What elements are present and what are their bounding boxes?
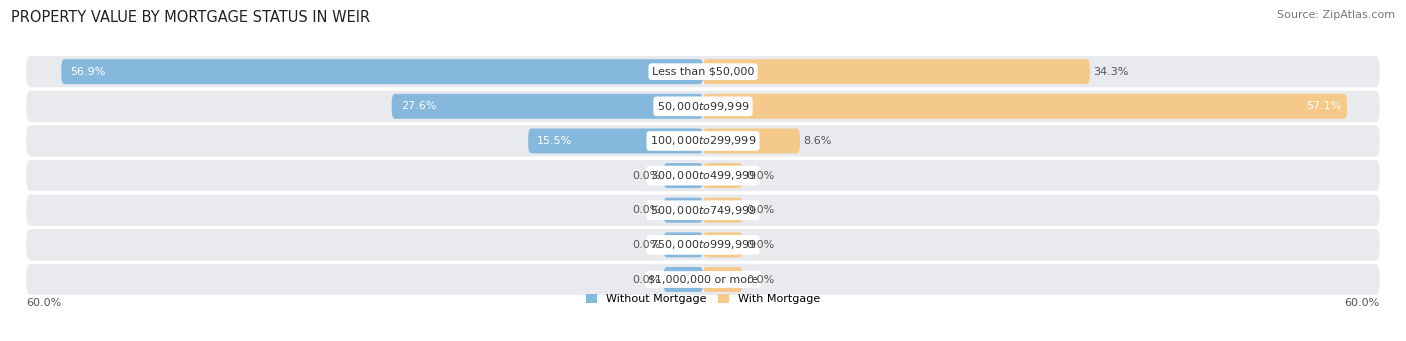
FancyBboxPatch shape	[27, 160, 1379, 191]
FancyBboxPatch shape	[27, 91, 1379, 122]
Text: $50,000 to $99,999: $50,000 to $99,999	[657, 100, 749, 113]
Text: 0.0%: 0.0%	[631, 240, 661, 250]
FancyBboxPatch shape	[664, 267, 703, 292]
FancyBboxPatch shape	[27, 264, 1379, 295]
FancyBboxPatch shape	[529, 129, 703, 153]
FancyBboxPatch shape	[392, 94, 703, 119]
Text: 60.0%: 60.0%	[27, 298, 62, 308]
Text: 27.6%: 27.6%	[401, 101, 436, 111]
FancyBboxPatch shape	[703, 59, 1090, 84]
Legend: Without Mortgage, With Mortgage: Without Mortgage, With Mortgage	[582, 290, 824, 309]
FancyBboxPatch shape	[703, 94, 1347, 119]
FancyBboxPatch shape	[664, 198, 703, 223]
Text: $750,000 to $999,999: $750,000 to $999,999	[650, 238, 756, 251]
FancyBboxPatch shape	[664, 233, 703, 257]
FancyBboxPatch shape	[62, 59, 703, 84]
Text: 0.0%: 0.0%	[631, 275, 661, 284]
Text: $300,000 to $499,999: $300,000 to $499,999	[650, 169, 756, 182]
FancyBboxPatch shape	[27, 56, 1379, 87]
FancyBboxPatch shape	[703, 129, 800, 153]
FancyBboxPatch shape	[27, 125, 1379, 157]
Text: 60.0%: 60.0%	[1344, 298, 1379, 308]
Text: $100,000 to $299,999: $100,000 to $299,999	[650, 134, 756, 147]
Text: 0.0%: 0.0%	[631, 205, 661, 215]
FancyBboxPatch shape	[703, 163, 742, 188]
FancyBboxPatch shape	[27, 229, 1379, 261]
FancyBboxPatch shape	[703, 198, 742, 223]
Text: 34.3%: 34.3%	[1094, 67, 1129, 77]
Text: 0.0%: 0.0%	[745, 275, 775, 284]
Text: 15.5%: 15.5%	[537, 136, 572, 146]
Text: 0.0%: 0.0%	[745, 240, 775, 250]
Text: 8.6%: 8.6%	[803, 136, 832, 146]
Text: $1,000,000 or more: $1,000,000 or more	[648, 275, 758, 284]
Text: 57.1%: 57.1%	[1306, 101, 1341, 111]
Text: 0.0%: 0.0%	[631, 170, 661, 181]
Text: Less than $50,000: Less than $50,000	[652, 67, 754, 77]
FancyBboxPatch shape	[664, 163, 703, 188]
FancyBboxPatch shape	[703, 267, 742, 292]
Text: 0.0%: 0.0%	[745, 205, 775, 215]
Text: 56.9%: 56.9%	[70, 67, 105, 77]
Text: 0.0%: 0.0%	[745, 170, 775, 181]
Text: Source: ZipAtlas.com: Source: ZipAtlas.com	[1277, 10, 1395, 20]
FancyBboxPatch shape	[703, 233, 742, 257]
Text: PROPERTY VALUE BY MORTGAGE STATUS IN WEIR: PROPERTY VALUE BY MORTGAGE STATUS IN WEI…	[11, 10, 370, 25]
FancyBboxPatch shape	[27, 195, 1379, 226]
Text: $500,000 to $749,999: $500,000 to $749,999	[650, 204, 756, 217]
